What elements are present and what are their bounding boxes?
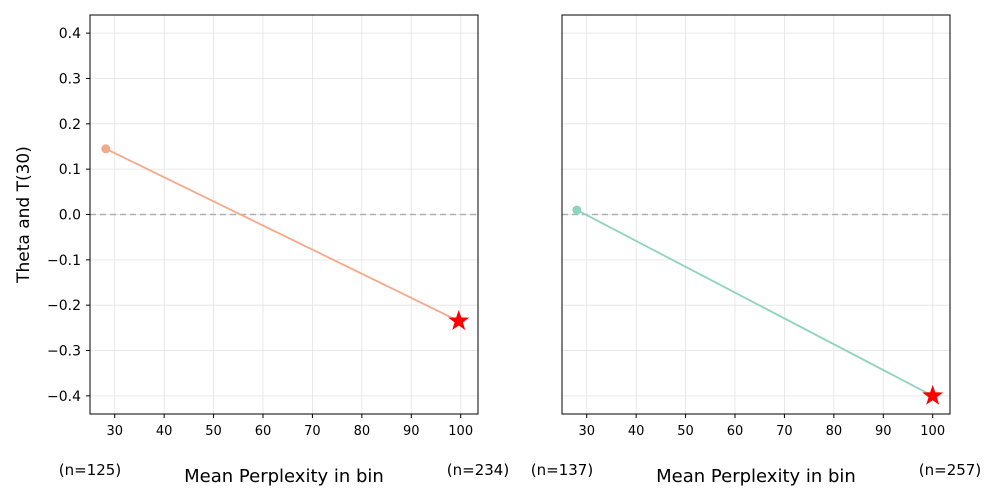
- y-axis-label: Theta and T(30): [14, 146, 34, 284]
- x-tick-label: 30: [106, 424, 123, 439]
- right-panel: 30 40 50 60 70 80 90 100 Mean Perplexity in bin (…: [531, 15, 981, 487]
- x-tick-label: 100: [448, 424, 473, 439]
- bin-count-label: (n=234): [447, 461, 509, 479]
- x-tick-label: 90: [403, 424, 420, 439]
- series-line: [577, 210, 933, 396]
- bin-count-label: (n=137): [531, 461, 593, 479]
- y-tick-label: 0.3: [59, 71, 81, 87]
- y-tick-label: 0.4: [59, 26, 81, 42]
- y-tick-label: −0.1: [47, 253, 81, 269]
- data-point: [572, 205, 581, 214]
- x-tick-label: 100: [920, 424, 945, 439]
- data-point: [101, 144, 110, 153]
- y-tick-label: −0.2: [47, 298, 81, 314]
- bin-count-label: (n=125): [59, 461, 121, 479]
- y-tick-label: 0.0: [59, 208, 81, 224]
- highlight-star-marker: [448, 310, 469, 330]
- x-tick-label: 40: [156, 424, 173, 439]
- y-tick-label: −0.3: [47, 344, 81, 360]
- x-tick-label: 30: [578, 424, 595, 439]
- x-tick-label: 50: [677, 424, 694, 439]
- x-tick-label: 70: [304, 424, 321, 439]
- series-line: [106, 149, 459, 321]
- y-tick-label: 0.1: [59, 162, 81, 178]
- y-tick-label: 0.2: [59, 117, 81, 133]
- x-tick-label: 70: [776, 424, 793, 439]
- x-tick-label: 50: [205, 424, 222, 439]
- y-tick-label: −0.4: [47, 389, 81, 405]
- x-axis-label: Mean Perplexity in bin: [184, 466, 384, 487]
- x-tick-label: 40: [628, 424, 645, 439]
- bin-count-label: (n=257): [919, 461, 981, 479]
- x-tick-label: 80: [826, 424, 843, 439]
- x-tick-label: 60: [255, 424, 272, 439]
- x-tick-label: 90: [875, 424, 892, 439]
- x-axis-label: Mean Perplexity in bin: [656, 466, 856, 487]
- x-tick-label: 60: [727, 424, 744, 439]
- left-panel: 30 40 50 60 70 80 90 100 −0.4 −0.3 −0.2 −0.1 0.0 0.1 0…: [14, 15, 509, 487]
- x-tick-label: 80: [354, 424, 371, 439]
